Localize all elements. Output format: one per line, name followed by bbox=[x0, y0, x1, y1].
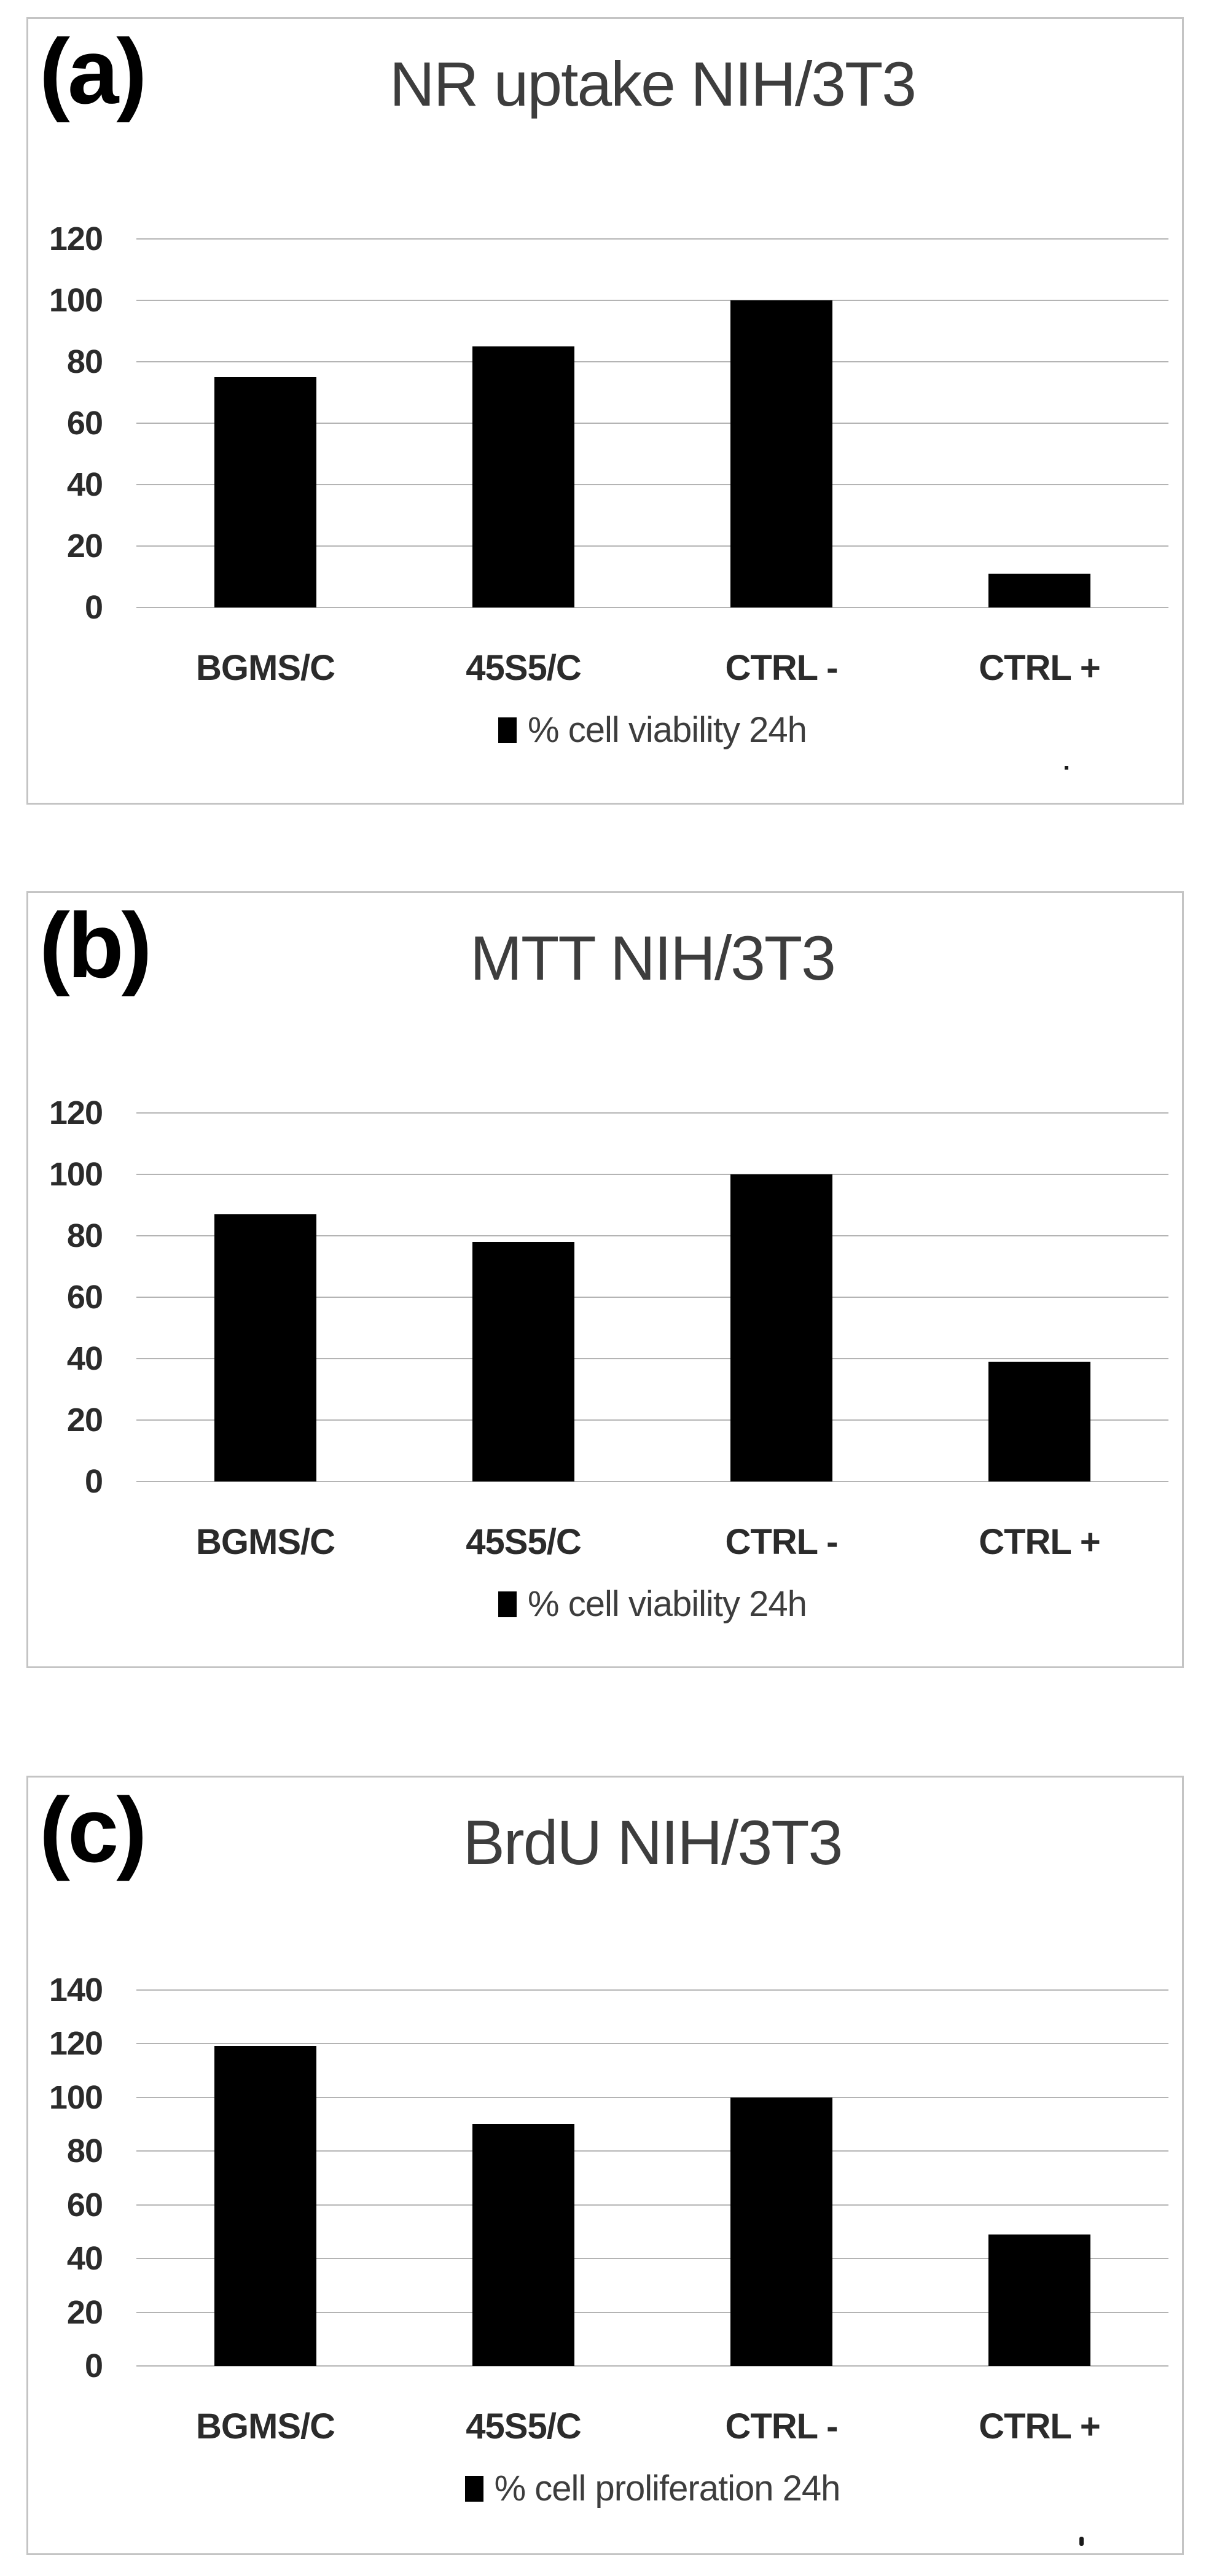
gridline-20 bbox=[136, 2311, 1168, 2313]
bar-45S5/C bbox=[472, 2124, 574, 2366]
y-axis-tick-label: 60 bbox=[66, 2186, 103, 2223]
plot-area: 0 20 40 60 80 100 120 BGMS/C 45S5/C CTRL - CTRL + bbox=[49, 222, 1168, 686]
gridline-40 bbox=[136, 484, 1168, 485]
gridline-60 bbox=[136, 423, 1168, 424]
plot-area: 0 20 40 60 80 100 120 140 BGMS/C 45S5/C CTRL - CTRL… bbox=[49, 1973, 1168, 2445]
y-axis-tick-label: 80 bbox=[66, 1217, 103, 1254]
y-axis-tick-label: 120 bbox=[49, 2025, 103, 2062]
gridline-0 bbox=[136, 607, 1168, 608]
bar-45S5/C bbox=[472, 346, 574, 607]
legend-label: % cell viability 24h bbox=[528, 1584, 807, 1624]
x-axis-category-label: CTRL - bbox=[725, 648, 838, 688]
y-axis-tick-label: 60 bbox=[66, 1279, 103, 1316]
gridline-100 bbox=[136, 300, 1168, 301]
y-axis-tick-label: 60 bbox=[66, 405, 103, 442]
gridline-60 bbox=[136, 2204, 1168, 2206]
gridline-60 bbox=[136, 1297, 1168, 1298]
gridline-120 bbox=[136, 2043, 1168, 2044]
y-axis-tick-label: 80 bbox=[66, 2133, 103, 2169]
x-axis-category-label: 45S5/C bbox=[466, 1522, 581, 1562]
y-axis-tick-label: 120 bbox=[49, 1095, 103, 1131]
x-axis-category-label: CTRL - bbox=[725, 1522, 838, 1562]
y-axis-tick-label: 20 bbox=[66, 1402, 103, 1438]
bar-BGMS/C bbox=[214, 2046, 316, 2366]
chart-panel-a: (a) NR uptake NIH/3T3 0 20 40 60 80 100 120 BGM… bbox=[26, 17, 1184, 805]
gridline-40 bbox=[136, 1358, 1168, 1359]
y-axis-tick-label: 0 bbox=[84, 2348, 103, 2384]
y-axis-tick-label: 40 bbox=[66, 466, 103, 503]
gridline-0 bbox=[136, 2365, 1168, 2367]
gridline-100 bbox=[136, 2096, 1168, 2098]
gridline-80 bbox=[136, 1235, 1168, 1236]
gridline-80 bbox=[136, 361, 1168, 362]
gridline-120 bbox=[136, 238, 1168, 240]
x-axis-category-label: BGMS/C bbox=[196, 648, 335, 688]
legend-series-marker bbox=[498, 717, 517, 743]
gridline-20 bbox=[136, 1419, 1168, 1421]
x-axis-category-label: CTRL - bbox=[725, 2406, 838, 2446]
x-axis-category-label: CTRL + bbox=[979, 1522, 1101, 1562]
y-axis-tick-label: 100 bbox=[49, 282, 103, 319]
scan-artifact-mark bbox=[1079, 2537, 1084, 2546]
gridline-120 bbox=[136, 1112, 1168, 1114]
chart-title: MTT NIH/3T3 bbox=[470, 923, 836, 993]
x-axis-category-label: CTRL + bbox=[979, 2406, 1101, 2446]
legend-series-marker bbox=[464, 2476, 483, 2502]
y-axis-tick-label: 120 bbox=[49, 221, 103, 257]
x-axis-category-label: 45S5/C bbox=[466, 648, 581, 688]
bar-BGMS/C bbox=[214, 377, 316, 607]
chart-panel-c: (c) BrdU NIH/3T3 0 20 40 60 80 100 120 140 BGMS/… bbox=[26, 1776, 1184, 2555]
gridline-80 bbox=[136, 2150, 1168, 2152]
y-axis-tick-label: 140 bbox=[49, 1971, 103, 2008]
bar-CTRL + bbox=[988, 574, 1090, 607]
legend-label: % cell viability 24h bbox=[528, 710, 807, 750]
y-axis-tick-label: 20 bbox=[66, 2293, 103, 2331]
legend-label: % cell proliferation 24h bbox=[494, 2469, 841, 2508]
gridline-0 bbox=[136, 1481, 1168, 1482]
chart-title: BrdU NIH/3T3 bbox=[463, 1808, 843, 1878]
x-axis-category-label: 45S5/C bbox=[466, 2406, 581, 2446]
gridline-140 bbox=[136, 1989, 1168, 1991]
y-axis-tick-label: 40 bbox=[66, 2240, 103, 2277]
y-axis-tick-label: 0 bbox=[84, 589, 103, 626]
panel-letter-label: (b) bbox=[39, 894, 152, 997]
bar-CTRL - bbox=[730, 1174, 832, 1481]
plot-area: 0 20 40 60 80 100 120 BGMS/C 45S5/C CTRL - CTRL + bbox=[49, 1096, 1168, 1560]
y-axis-tick-label: 100 bbox=[49, 1156, 103, 1193]
legend-series-marker bbox=[498, 1591, 517, 1617]
x-axis-category-label: CTRL + bbox=[979, 648, 1101, 688]
bar-CTRL - bbox=[730, 300, 832, 607]
y-axis-tick-label: 100 bbox=[49, 2078, 103, 2116]
y-axis-tick-label: 0 bbox=[84, 1463, 103, 1500]
x-axis-category-label: BGMS/C bbox=[196, 1522, 335, 1562]
legend: % cell proliferation 24h bbox=[136, 2469, 1168, 2508]
panel-letter-label: (a) bbox=[39, 20, 147, 123]
bar-45S5/C bbox=[472, 1242, 574, 1481]
scan-artifact-dot bbox=[1065, 766, 1068, 770]
y-axis-tick-label: 20 bbox=[66, 528, 103, 564]
gridline-100 bbox=[136, 1174, 1168, 1175]
bar-CTRL + bbox=[988, 2234, 1090, 2366]
bar-CTRL - bbox=[730, 2097, 832, 2366]
y-axis-tick-label: 40 bbox=[66, 1340, 103, 1377]
bar-BGMS/C bbox=[214, 1214, 316, 1481]
bar-CTRL + bbox=[988, 1362, 1090, 1481]
legend: % cell viability 24h bbox=[136, 1585, 1168, 1624]
chart-panel-b: (b) MTT NIH/3T3 0 20 40 60 80 100 120 BGMS/C 45S… bbox=[26, 891, 1184, 1668]
gridline-20 bbox=[136, 545, 1168, 547]
panel-letter-label: (c) bbox=[39, 1778, 147, 1881]
chart-title: NR uptake NIH/3T3 bbox=[389, 49, 917, 119]
legend: % cell viability 24h bbox=[136, 711, 1168, 750]
x-axis-category-label: BGMS/C bbox=[196, 2406, 335, 2446]
gridline-40 bbox=[136, 2258, 1168, 2259]
y-axis-tick-label: 80 bbox=[66, 343, 103, 380]
